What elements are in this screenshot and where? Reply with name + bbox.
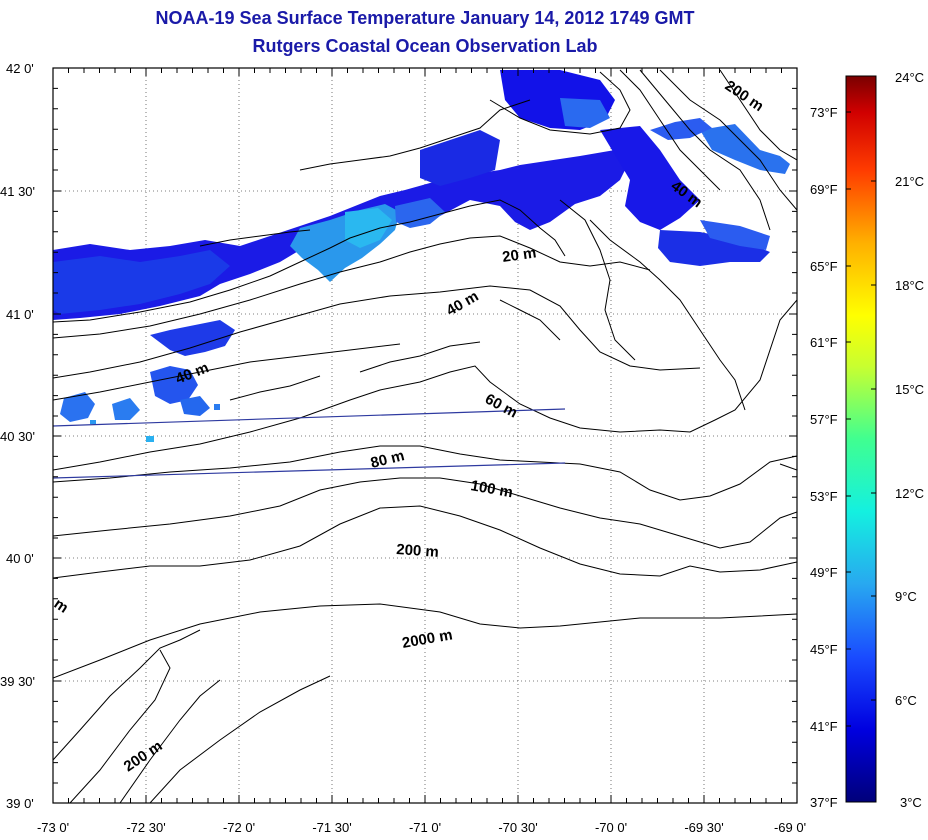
map-title: NOAA-19 Sea Surface Temperature January … bbox=[155, 8, 695, 28]
cb-fahrenheit-label: 65°F bbox=[810, 259, 838, 274]
colorbar-gradient bbox=[845, 75, 877, 803]
contour-label-60m: 60 m bbox=[482, 391, 520, 422]
sst-pixels bbox=[53, 70, 790, 442]
lon-label: -70 30' bbox=[498, 820, 537, 835]
lon-label: -72 0' bbox=[223, 820, 255, 835]
lon-label: -73 0' bbox=[37, 820, 69, 835]
contour-label-200m-ne: 200 m bbox=[722, 77, 767, 115]
lon-label: -71 0' bbox=[409, 820, 441, 835]
cb-celsius-label: 15°C bbox=[895, 382, 924, 397]
cb-fahrenheit-label: 41°F bbox=[810, 719, 838, 734]
contour-label-40m-shelf: 40 m bbox=[444, 288, 482, 320]
latitude-labels: 42 0' 41 30' 41 0' 40 30' 40 0' 39 30' 3… bbox=[0, 61, 35, 811]
colorbar-celsius-labels: 24°C 21°C 18°C 15°C 12°C 9°C 6°C 3°C bbox=[895, 70, 924, 810]
graticule bbox=[53, 68, 797, 803]
cb-celsius-label: 24°C bbox=[895, 70, 924, 85]
lat-label: 39 0' bbox=[6, 796, 34, 811]
lat-label: 41 30' bbox=[0, 184, 35, 199]
contour-label-100m: 100 m bbox=[469, 477, 514, 501]
lon-label: -71 30' bbox=[312, 820, 351, 835]
contour-label-200m-mid: 200 m bbox=[396, 541, 440, 561]
lat-label: 41 0' bbox=[6, 307, 34, 322]
lat-label: 39 30' bbox=[0, 674, 35, 689]
lon-label: -69 0' bbox=[774, 820, 806, 835]
longitude-labels: -73 0' -72 30' -72 0' -71 30' -71 0' -70… bbox=[37, 820, 806, 835]
cb-fahrenheit-label: 69°F bbox=[810, 182, 838, 197]
cb-celsius-label: 12°C bbox=[895, 486, 924, 501]
bathymetry-contours bbox=[53, 69, 797, 803]
lon-label: -70 0' bbox=[595, 820, 627, 835]
map-subtitle: Rutgers Coastal Ocean Observation Lab bbox=[252, 36, 598, 56]
lat-label: 40 30' bbox=[0, 429, 35, 444]
colorbar-fahrenheit-labels: 73°F 69°F 65°F 61°F 57°F 53°F 49°F 45°F … bbox=[810, 105, 838, 810]
lon-label: -69 30' bbox=[684, 820, 723, 835]
cb-fahrenheit-label: 73°F bbox=[810, 105, 838, 120]
cb-fahrenheit-label: 53°F bbox=[810, 489, 838, 504]
colorbar: 24°C 21°C 18°C 15°C 12°C 9°C 6°C 3°C 73°… bbox=[810, 70, 924, 810]
contour-label-2000m: 2000 m bbox=[401, 626, 454, 652]
cb-fahrenheit-label: 57°F bbox=[810, 412, 838, 427]
cb-fahrenheit-label: 49°F bbox=[810, 565, 838, 580]
cb-celsius-label: 18°C bbox=[895, 278, 924, 293]
lat-label: 40 0' bbox=[6, 551, 34, 566]
cb-fahrenheit-label: 37°F bbox=[810, 795, 838, 810]
lon-label: -72 30' bbox=[126, 820, 165, 835]
cb-celsius-label: 9°C bbox=[895, 589, 917, 604]
tick-marks bbox=[53, 68, 797, 803]
cb-fahrenheit-label: 61°F bbox=[810, 335, 838, 350]
cb-celsius-label: 21°C bbox=[895, 174, 924, 189]
lat-label: 42 0' bbox=[6, 61, 34, 76]
cb-celsius-label: 3°C bbox=[900, 795, 922, 810]
swath-lines bbox=[53, 408, 566, 479]
cb-fahrenheit-label: 45°F bbox=[810, 642, 838, 657]
cb-celsius-label: 6°C bbox=[895, 693, 917, 708]
contour-label-20m: 20 m bbox=[501, 244, 537, 266]
